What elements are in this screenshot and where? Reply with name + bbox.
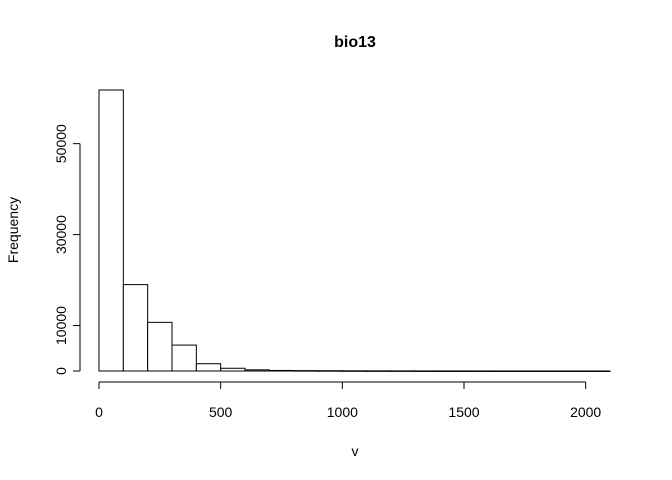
x-tick-label: 0 <box>95 404 103 420</box>
histogram-bar <box>244 369 270 372</box>
histogram-bar <box>366 370 392 372</box>
histogram-bar <box>195 363 222 372</box>
x-tick-label: 1500 <box>448 404 479 420</box>
histogram-bar <box>317 370 343 372</box>
histogram-bar <box>171 344 197 372</box>
y-axis-label: Frequency <box>5 197 21 263</box>
y-tick-label: 0 <box>53 367 69 375</box>
histogram-bar <box>268 369 295 372</box>
x-axis: 0 500 1000 1500 2000 <box>95 381 601 420</box>
x-tick-label: 1000 <box>327 404 358 420</box>
x-tick-label: 500 <box>209 404 233 420</box>
histogram-bar <box>536 370 562 372</box>
y-tick-label: 50000 <box>53 124 69 163</box>
histogram-bar <box>122 284 149 372</box>
chart-title: bio13 <box>334 34 376 51</box>
histogram-bar <box>390 370 416 372</box>
y-axis: 0 10000 30000 50000 <box>53 124 81 375</box>
x-axis-label: v <box>352 443 359 459</box>
histogram-bar <box>98 89 124 372</box>
histogram-bar <box>585 370 611 372</box>
histogram-bar <box>341 370 368 372</box>
histogram-bar <box>560 370 587 372</box>
y-tick-label: 10000 <box>53 306 69 345</box>
histogram-bar <box>414 370 441 372</box>
bars-group <box>98 89 611 372</box>
histogram-bar <box>220 367 246 372</box>
x-tick-label: 2000 <box>570 404 601 420</box>
histogram-bar <box>512 370 538 372</box>
histogram-bar <box>439 370 465 372</box>
histogram-bar <box>147 321 173 372</box>
histogram-bar <box>293 370 319 372</box>
histogram-bar <box>463 370 489 372</box>
y-tick-label: 30000 <box>53 215 69 254</box>
histogram-bar <box>487 370 514 372</box>
